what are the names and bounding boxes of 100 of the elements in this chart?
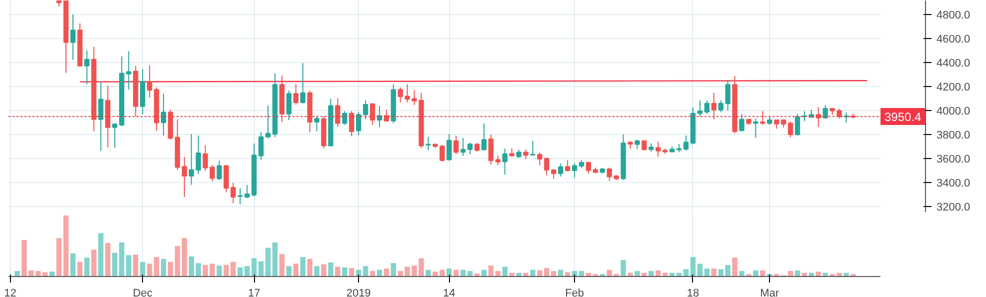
bar — [753, 270, 758, 276]
candlestick — [481, 122, 487, 150]
candlestick — [704, 100, 710, 114]
bar — [390, 263, 396, 276]
bar — [84, 258, 90, 276]
candlestick — [794, 113, 800, 136]
bar — [488, 266, 494, 276]
bar — [530, 270, 536, 276]
candlestick — [398, 86, 403, 104]
x-tick-label: Feb — [565, 288, 584, 297]
candlestick — [70, 14, 76, 60]
candlestick — [188, 134, 194, 186]
y-tick-label: 4600.0 — [936, 34, 970, 46]
bar — [321, 264, 326, 276]
candlestick — [656, 141, 661, 157]
candlestick — [356, 111, 362, 136]
bar — [91, 250, 96, 276]
candlestick — [160, 93, 166, 136]
bar — [56, 238, 62, 276]
bar — [105, 242, 110, 276]
candlestick — [293, 84, 298, 106]
candlestick — [488, 134, 494, 166]
candlestick — [634, 139, 640, 150]
candlestick — [238, 188, 243, 205]
bar — [307, 258, 312, 276]
candlestick — [788, 120, 794, 138]
bar — [760, 270, 766, 276]
x-tick-label: Dec — [132, 288, 153, 297]
candlestick — [502, 148, 508, 176]
candlestick — [760, 110, 766, 126]
y-tick-label: 3600.0 — [936, 154, 970, 166]
candlestick — [586, 162, 592, 174]
x-tick-label: 2019 — [346, 288, 371, 297]
candlestick — [495, 155, 500, 166]
bar — [314, 266, 320, 276]
bar — [349, 268, 354, 276]
candlestick — [314, 116, 320, 132]
bar — [42, 272, 48, 276]
bar — [77, 262, 83, 276]
bar — [328, 262, 334, 276]
candlestick — [454, 135, 459, 155]
bar — [426, 270, 431, 276]
y-tick-label: 4400.0 — [936, 58, 970, 70]
y-tick-label: 4200.0 — [936, 82, 970, 94]
candlestick — [446, 134, 452, 162]
y-tick-label: 4800.0 — [936, 10, 970, 22]
candlestick — [98, 82, 104, 152]
candlestick — [530, 140, 536, 156]
candlestick — [564, 160, 570, 172]
candlestick — [697, 100, 703, 118]
bar — [146, 264, 152, 276]
x-tick-label: 17 — [248, 288, 260, 297]
bar — [690, 256, 696, 276]
bar — [648, 271, 654, 276]
candlestick — [739, 113, 744, 132]
ref-line-label: 3950.4 — [884, 110, 922, 124]
bar — [286, 266, 292, 276]
candlestick — [196, 135, 201, 175]
candlestick — [286, 90, 292, 121]
candlestick — [426, 136, 431, 151]
bar — [70, 253, 76, 276]
candlestick — [349, 110, 354, 137]
candlestick — [711, 92, 716, 120]
bar — [711, 268, 716, 276]
bar — [182, 238, 188, 276]
candlestick — [300, 62, 306, 104]
bar — [362, 266, 368, 276]
bar — [168, 262, 174, 276]
bar — [446, 268, 452, 276]
y-tick-label: 3800.0 — [936, 130, 970, 142]
bar — [342, 267, 348, 276]
bar — [300, 256, 306, 276]
bar — [265, 248, 271, 276]
x-tick-label: 12 — [4, 288, 16, 297]
candlestick — [822, 104, 828, 119]
bar — [620, 260, 626, 276]
bar — [133, 254, 138, 276]
candlestick — [572, 162, 578, 178]
candlestick — [258, 132, 264, 160]
candlestick — [376, 105, 382, 128]
bar — [384, 268, 390, 276]
x-tick-label: 18 — [686, 288, 700, 297]
candlestick — [265, 105, 271, 139]
y-tick-label: 3400.0 — [936, 178, 970, 190]
bar — [98, 233, 104, 276]
candlestick — [216, 160, 222, 181]
bar — [293, 264, 298, 276]
bar — [335, 266, 340, 276]
bar — [160, 258, 166, 276]
bar — [63, 216, 69, 276]
candlestick — [683, 135, 689, 152]
candlestick — [146, 64, 152, 98]
y-tick-label: 3200.0 — [936, 202, 970, 214]
candlestick — [816, 106, 821, 128]
bar — [634, 271, 640, 276]
candlestick — [523, 148, 528, 160]
candlestick — [362, 100, 368, 120]
bar — [174, 246, 180, 276]
candlestick — [244, 184, 250, 199]
bar — [564, 272, 570, 276]
